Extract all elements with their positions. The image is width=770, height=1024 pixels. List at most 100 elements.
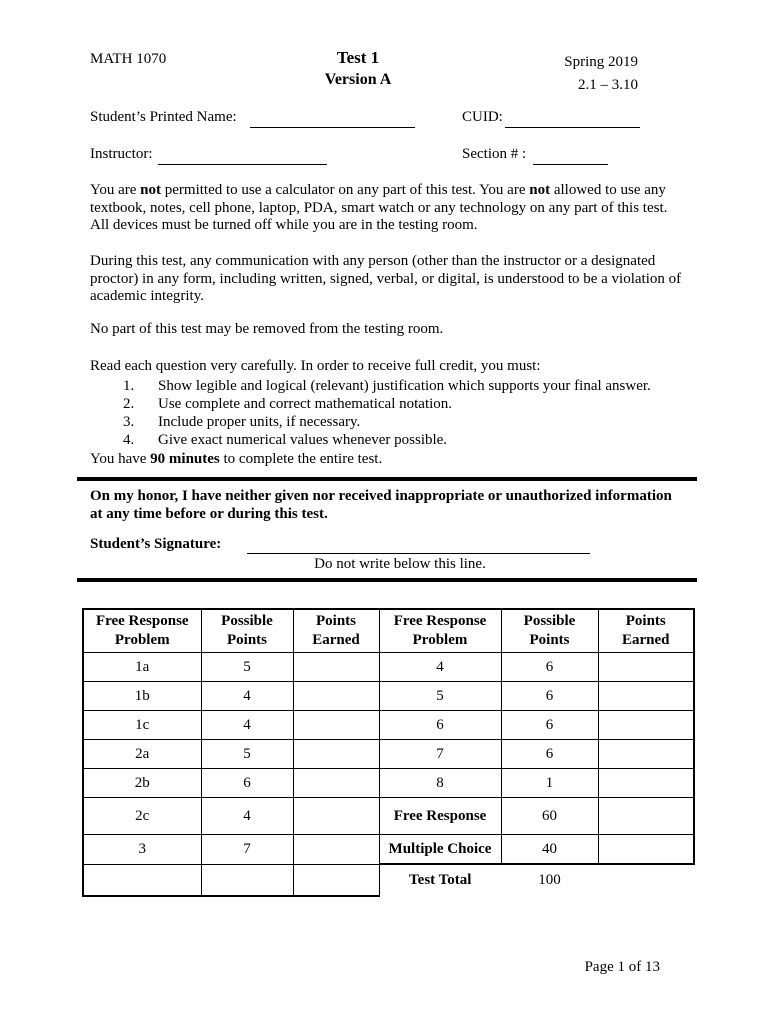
score-cell: 2a [82,739,202,769]
header: MATH 1070 Test 1 Version A Spring 2019 2… [90,48,680,100]
section-label: Section # : [462,146,527,162]
paragraph-no-calculator: You are not permitted to use a calculato… [90,182,682,235]
score-cell: 1b [82,681,202,711]
score-row: 2a 5 7 6 [82,739,695,769]
test-version: Version A [324,71,392,88]
score-cell: 6 [500,739,599,769]
cuid-label: CUID: [462,109,503,125]
points-earned-blank-cell [82,863,202,897]
score-cell: 1a [82,652,202,682]
score-col-header: Free Response Problem [82,608,202,653]
score-col-header: Possible Points [500,608,599,653]
score-cell: 4 [200,710,294,740]
score-cell: 6 [500,652,599,682]
page-number: Page 1 of 13 [584,959,660,975]
points-earned-blank-cell [597,739,695,769]
section-range: 2.1 – 3.10 [578,77,638,93]
text-segment-bold: 90 minutes [150,451,220,467]
score-cell: 6 [500,681,599,711]
paragraph-removal: No part of this test may be removed from… [90,321,444,337]
score-col-header: Points Earned [597,608,695,653]
score-cell: 6 [500,710,599,740]
paragraph-communication: During this test, any communication with… [90,253,682,304]
score-cell: 2c [82,797,202,835]
points-earned-blank-cell [292,863,380,897]
instructor-field[interactable] [158,146,327,165]
score-col-header: Points Earned [292,608,380,653]
score-cell: 5 [200,652,294,682]
list-item: 2. Use complete and correct mathematical… [90,396,682,414]
score-cell: 7 [200,834,294,865]
instructor-row: Instructor: Section # : [90,146,690,166]
term-label: Spring 2019 [564,54,638,70]
term-block: Spring 2019 2.1 – 3.10 [564,51,638,97]
score-row: 3 7 Multiple Choice 40 [82,834,695,865]
text-segment-bold: not [529,182,551,198]
score-row: 1a 5 4 6 [82,652,695,682]
score-cell: 5 [378,681,502,711]
honor-statement: On my honor, I have neither given nor re… [90,488,672,522]
signature-field[interactable] [247,536,590,554]
points-earned-blank-cell [598,864,694,896]
points-earned-blank-cell [597,652,695,682]
points-earned-blank-cell [292,681,380,711]
score-col-header: Possible Points [200,608,294,653]
divider-rule-top [77,477,697,481]
score-cell: 1c [82,710,202,740]
score-row: Test Total 100 [82,863,694,897]
text-segment: permitted to use a calculator on any par… [161,182,530,198]
score-cell: Multiple Choice [378,834,502,865]
text-segment: to complete the entire test. [219,451,383,467]
score-cell: 8 [378,768,502,798]
score-cell: 4 [200,797,294,835]
text-segment-bold: not [140,182,161,198]
text-segment: You have [90,451,151,467]
points-earned-blank-cell [597,768,695,798]
score-cell: Free Response [378,797,502,835]
list-number: 2. [123,396,135,412]
points-earned-blank-cell [597,834,695,865]
cuid-field[interactable] [505,109,640,128]
printed-name-field[interactable] [250,109,415,128]
score-cell: 1 [500,768,599,798]
printed-name-label: Student’s Printed Name: [90,109,237,125]
points-earned-blank-cell [292,834,380,865]
score-cell: 40 [500,834,599,865]
score-cell: 6 [378,710,502,740]
score-row: 1b 4 5 6 [82,681,695,711]
name-row: Student’s Printed Name: CUID: [90,109,690,129]
list-number: 3. [123,414,135,430]
signature-row: Student’s Signature: [90,536,690,554]
points-earned-blank-cell [292,710,380,740]
score-cell: 4 [378,652,502,682]
list-item: 4. Give exact numerical values whenever … [90,432,682,450]
paragraph-read-carefully: Read each question very carefully. In or… [90,358,541,374]
score-header-row: Free Response Problem Possible Points Poin… [82,608,695,653]
score-row: 2b 6 8 1 [82,768,695,798]
title-block: Test 1 Version A [298,48,418,90]
points-earned-blank-cell [200,863,294,897]
points-earned-blank-cell [292,768,380,798]
list-text: Include proper units, if necessary. [158,414,361,430]
paragraph-time-limit: You have 90 minutes to complete the enti… [90,451,682,469]
divider-rule-bottom [77,578,697,582]
points-earned-blank-cell [292,797,380,835]
score-cell: 4 [200,681,294,711]
score-col-header: Free Response Problem [378,608,502,653]
do-not-write-note: Do not write below this line. [314,556,486,572]
list-text: Use complete and correct mathematical no… [158,396,453,412]
points-earned-blank-cell [597,710,695,740]
list-number: 4. [123,432,135,448]
section-field[interactable] [533,146,608,165]
signature-label: Student’s Signature: [90,536,222,552]
score-cell: 6 [200,768,294,798]
score-cell: 3 [82,834,202,865]
score-cell: 5 [200,739,294,769]
score-cell: 2b [82,768,202,798]
test-title: Test 1 [336,48,380,67]
score-row: 2c 4 Free Response 60 [82,797,695,835]
points-earned-blank-cell [597,681,695,711]
score-cell: 100 [538,871,561,888]
score-cell: 60 [500,797,599,835]
instructor-label: Instructor: [90,146,153,162]
